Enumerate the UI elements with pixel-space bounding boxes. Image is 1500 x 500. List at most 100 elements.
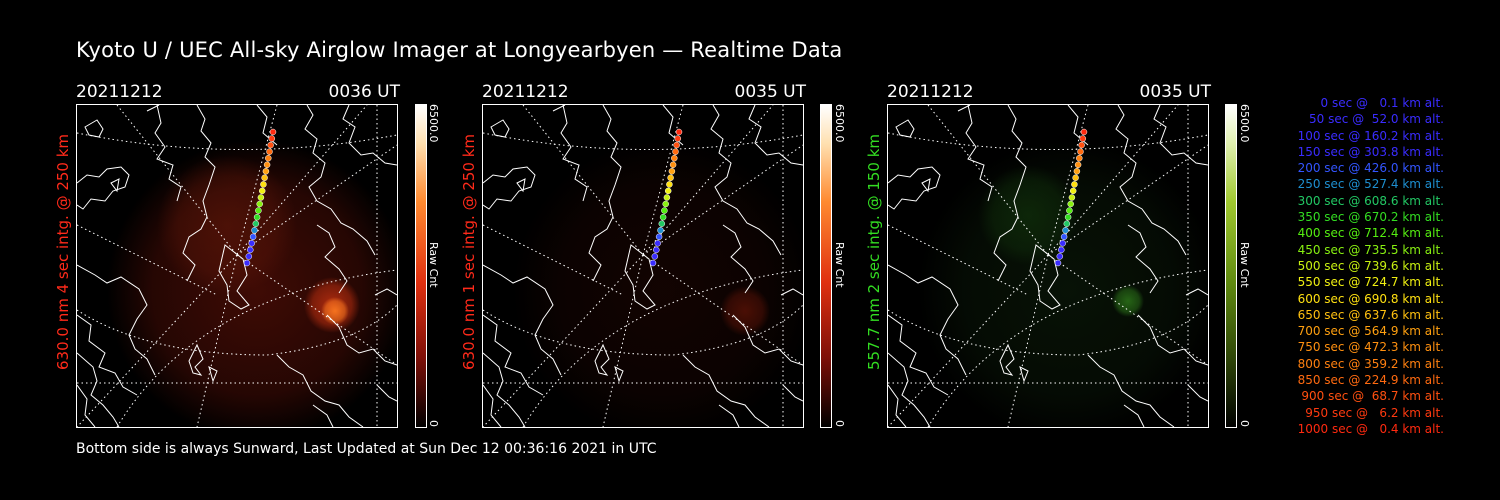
trajectory-point [248,240,255,247]
trajectory-point [252,220,260,227]
panel-2-colorbar-min: 0 [833,420,846,427]
trajectory-point [664,187,672,195]
trajectory-point [1068,194,1076,201]
legend-entry: 100 sec @ 160.2 km alt. [1297,128,1444,143]
trajectory-point [249,233,257,241]
panel-3-wavelength-label: 557.7 nm 2 sec intg. @ 150 km [865,133,883,370]
trajectory-point [269,128,277,136]
satellite-trajectory [649,128,683,267]
airglow-emission [513,140,803,427]
panel-2-colorbar [820,104,832,428]
legend-entry: 800 sec @ 359.2 km alt. [1297,356,1444,371]
satellite-trajectory [243,128,277,267]
legend-entry: 1000 sec @ 0.4 km alt. [1297,421,1444,436]
trajectory-point [662,200,669,208]
trajectory-point [1078,141,1085,149]
trajectory-point [668,168,676,175]
panel-3-map [888,105,1208,427]
trajectory-point [659,213,667,221]
trajectory-point [1076,154,1083,162]
trajectory-point [267,141,274,149]
trajectory-point [1077,148,1084,155]
airglow-emission [978,165,1078,265]
trajectory-point [251,227,258,234]
legend-entry: 500 sec @ 739.6 km alt. [1297,258,1444,273]
trajectory-point [243,259,251,267]
trajectory-point [1056,253,1064,260]
panel-1-colorbar [415,104,427,428]
legend-entry: 50 sec @ 52.0 km alt. [1309,112,1444,127]
trajectory-point [658,220,666,227]
panel-1-wavelength-label: 630.0 nm 4 sec intg. @ 250 km [54,133,72,370]
airglow-emission [1112,285,1144,317]
trajectory-point [674,135,682,142]
trajectory-point [255,207,262,214]
panel-2-colorbar-max: 6500.0 [833,104,846,143]
trajectory-point [265,154,272,162]
panel-1-map [77,105,397,427]
panel-1-date: 20211212 [76,82,163,102]
legend-entry: 150 sec @ 303.8 km alt. [1297,144,1444,159]
trajectory-point [1069,187,1077,195]
trajectory-point [671,154,678,162]
trajectory-point [247,246,254,254]
airglow-emission [157,155,297,295]
legend-entry: 350 sec @ 670.2 km alt. [1297,210,1444,225]
panel-3-image[interactable] [887,104,1209,428]
lat-lon-grid [77,105,397,427]
trajectory-point [653,246,660,254]
trajectory-point [654,240,661,247]
trajectory-point [1058,246,1065,254]
trajectory-point [261,174,268,182]
trajectory-point [1063,220,1071,227]
panel-3-date: 20211212 [887,82,974,102]
trajectory-point [672,148,679,155]
panel-2-wavelength-label: 630.0 nm 1 sec intg. @ 250 km [460,133,478,370]
legend-entry: 400 sec @ 712.4 km alt. [1297,226,1444,241]
panel-1-image[interactable] [76,104,398,428]
trajectory-point [1074,161,1082,169]
trajectory-point [1072,174,1079,182]
page-title: Kyoto U / UEC All-sky Airglow Imager at … [76,38,843,62]
trajectory-legend: 0 sec @ 0.1 km alt. 50 sec @ 52.0 km alt.… [1298,95,1444,437]
trajectory-point [1064,213,1072,221]
legend-entry: 550 sec @ 724.7 km alt. [1297,275,1444,290]
panel-2-time: 0035 UT [734,82,807,102]
panel-1-colorbar-unit: Raw Cnt [427,242,440,288]
trajectory-point [1059,240,1066,247]
trajectory-point [260,181,267,188]
trajectory-point [1060,233,1068,241]
trajectory-point [655,233,663,241]
airglow-emission [321,297,349,325]
trajectory-point [661,207,668,214]
trajectory-point [657,227,664,234]
coastline [483,105,803,427]
legend-entry: 450 sec @ 735.5 km alt. [1297,242,1444,257]
trajectory-point [1066,207,1073,214]
panel-3-colorbar-max: 6500.0 [1238,104,1251,143]
coastline [888,105,1208,427]
panel-1-colorbar-max: 6500.0 [427,104,440,143]
coastline [77,105,397,427]
trajectory-point [673,141,680,149]
legend-entry: 900 sec @ 68.7 km alt. [1301,389,1444,404]
panel-3-colorbar [1225,104,1237,428]
trajectory-point [253,213,261,221]
panel-3-time: 0035 UT [1139,82,1212,102]
panel-1-colorbar-min: 0 [427,420,440,427]
trajectory-point [649,259,657,267]
panel-2-map [483,105,803,427]
trajectory-point [263,161,271,169]
trajectory-point [258,187,266,195]
panel-3-colorbar-unit: Raw Cnt [1238,242,1251,288]
legend-entry: 300 sec @ 608.6 km alt. [1297,193,1444,208]
trajectory-point [666,181,673,188]
trajectory-point [669,161,677,169]
lat-lon-grid [483,105,803,427]
trajectory-point [675,128,683,136]
trajectory-point [266,148,273,155]
panel-2-image[interactable] [482,104,804,428]
trajectory-point [1067,200,1074,208]
trajectory-point [663,194,671,201]
trajectory-point [1054,259,1062,267]
